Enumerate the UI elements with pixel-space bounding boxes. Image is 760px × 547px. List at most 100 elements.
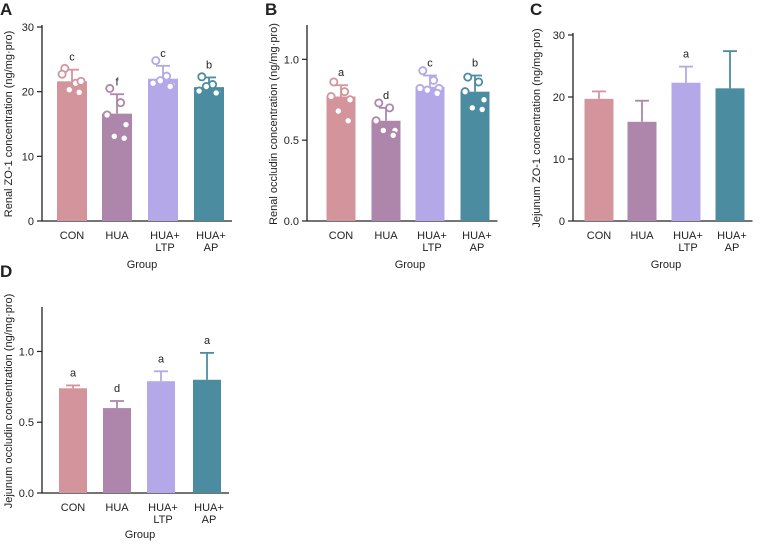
data-point — [378, 125, 388, 135]
data-point — [474, 77, 484, 87]
data-point — [165, 81, 175, 91]
data-point — [102, 110, 112, 120]
x-tick-label: HUA+ — [417, 230, 447, 242]
x-tick-label: LTP — [155, 242, 174, 254]
panel-letter: C — [530, 0, 542, 19]
x-tick-label: HUA+ — [150, 230, 180, 242]
data-point — [429, 75, 439, 85]
y-tick-label: 30 — [553, 30, 565, 42]
x-tick-label: HUA+ — [196, 230, 226, 242]
data-point — [467, 103, 477, 113]
x-tick-label: HUA+ — [462, 230, 492, 242]
x-tick-label: LTP — [422, 242, 441, 254]
x-tick-label: AP — [470, 242, 485, 254]
data-point — [345, 95, 355, 105]
data-point — [371, 116, 381, 126]
bar — [415, 86, 445, 221]
bar — [460, 91, 490, 222]
x-tick-label: HUA+ — [717, 230, 747, 242]
y-tick-label: 0 — [28, 216, 34, 228]
data-point — [151, 56, 161, 66]
x-tick-label: AP — [202, 514, 217, 526]
y-tick-label: 0.0 — [284, 216, 299, 228]
sig-label: b — [472, 58, 478, 70]
data-point — [418, 66, 428, 76]
sig-label: c — [160, 48, 166, 60]
sig-label: d — [114, 383, 120, 395]
x-tick-label: HUA+ — [148, 502, 178, 514]
sig-label: a — [338, 67, 345, 79]
panel-letter: B — [265, 0, 277, 19]
bar — [57, 81, 87, 221]
sig-label: c — [69, 52, 75, 64]
sig-label: a — [204, 335, 211, 347]
data-point — [201, 81, 211, 91]
panel-a: A 0 10 20 30 Renal ZO-1 concentration (ng/mg·… — [0, 0, 232, 271]
x-tick-label: HUA — [630, 230, 654, 242]
y-axis-title: Jejunum ZO-1 concentration (ng/mg·pro) — [531, 28, 543, 227]
bar — [715, 88, 745, 221]
y-tick-label: 10 — [553, 154, 565, 166]
sig-label: b — [206, 59, 212, 71]
x-tick-label: HUA+ — [194, 502, 224, 514]
data-point — [119, 133, 129, 143]
bar — [102, 113, 132, 221]
data-point — [197, 72, 207, 82]
bar — [194, 87, 224, 221]
x-axis-title: Group — [651, 259, 682, 271]
data-point — [374, 98, 384, 108]
data-point — [333, 106, 343, 116]
data-point — [105, 83, 115, 93]
bar — [326, 96, 356, 221]
bar — [584, 98, 614, 221]
x-tick-label: CON — [329, 230, 354, 242]
data-point — [463, 72, 473, 82]
y-tick-label: 0.5 — [284, 135, 299, 147]
sig-label: d — [383, 90, 389, 102]
x-tick-label: HUA — [105, 502, 129, 514]
y-tick-label: 30 — [22, 22, 34, 34]
data-point — [432, 88, 442, 98]
x-tick-label: LTP — [678, 242, 697, 254]
data-point — [121, 120, 131, 130]
y-tick-label: 1.0 — [19, 346, 34, 358]
bar — [627, 121, 657, 221]
sig-label: a — [683, 49, 690, 61]
data-point — [340, 87, 350, 97]
y-axis-title: Renal ZO-1 concentration (ng/mg·pro) — [3, 31, 15, 217]
x-tick-label: HUA — [374, 230, 398, 242]
sig-label: a — [158, 353, 165, 365]
bar — [59, 388, 87, 493]
data-point — [477, 104, 487, 114]
x-tick-label: AP — [725, 242, 740, 254]
data-point — [57, 69, 67, 79]
data-point — [329, 77, 339, 87]
panel-d: D 0.0 0.5 1.0 Jejunum occludin concentration… — [0, 262, 229, 541]
y-tick-label: 0.5 — [19, 417, 34, 429]
y-axis-title: Jejunum occludin concentration (ng/mg·pr… — [3, 294, 15, 509]
sig-label: a — [70, 367, 77, 379]
bar — [147, 381, 175, 493]
bar — [193, 379, 221, 493]
data-point — [74, 87, 84, 97]
y-axis-title: Renal occludin concentration (ng/mg·pro) — [268, 23, 280, 225]
x-tick-label: HUA — [105, 230, 129, 242]
y-tick-label: 1.0 — [284, 54, 299, 66]
data-point — [148, 78, 158, 88]
x-tick-label: AP — [204, 242, 219, 254]
data-point — [155, 76, 165, 86]
data-point — [385, 103, 395, 113]
data-point — [109, 131, 119, 141]
x-tick-label: CON — [587, 230, 612, 242]
data-point — [388, 130, 398, 140]
bar — [103, 408, 131, 493]
x-tick-label: LTP — [153, 514, 172, 526]
x-axis-title: Group — [125, 529, 156, 541]
panel-letter: A — [0, 0, 12, 19]
data-point — [326, 92, 336, 102]
data-point — [194, 86, 204, 96]
sig-label: f — [115, 76, 119, 88]
x-tick-label: HUA+ — [673, 230, 703, 242]
